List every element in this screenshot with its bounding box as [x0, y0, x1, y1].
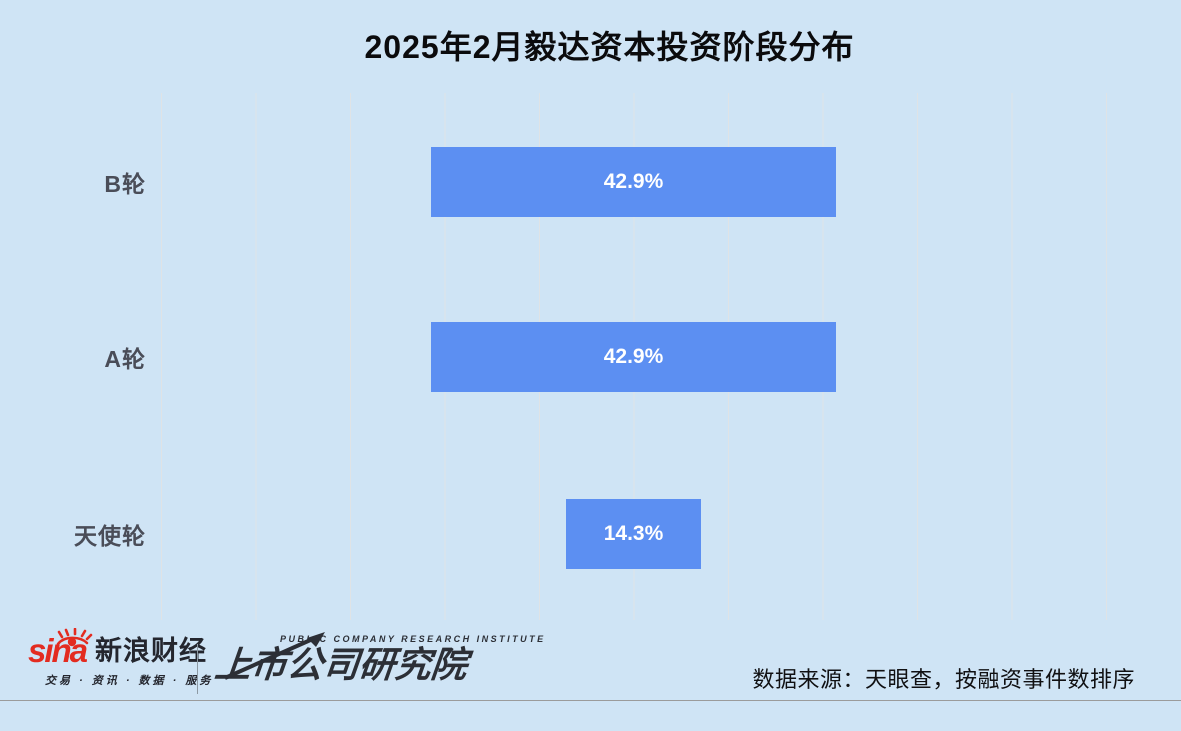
bar: 42.9% — [430, 322, 837, 392]
chart-row: B轮 42.9% — [0, 147, 1181, 217]
bar: 42.9% — [430, 147, 837, 217]
category-label: 天使轮 — [74, 523, 146, 549]
data-source-note: 数据来源：天眼查，按融资事件数排序 — [752, 667, 1135, 692]
footer-divider — [197, 644, 198, 694]
pcri-english-text: PUBLIC COMPANY RESEARCH INSTITUTE — [280, 634, 546, 644]
bar-track: 42.9% — [161, 322, 1106, 392]
sina-eye-icon — [54, 627, 94, 655]
sina-finance-logo: sina 新浪财经 交易 · 资讯 · 数据 · 服务 — [28, 627, 214, 688]
footer-rule — [0, 700, 1181, 701]
bar: 14.3% — [565, 499, 702, 569]
chart-row: 天使轮 14.3% — [0, 499, 1181, 569]
category-label: B轮 — [104, 171, 146, 197]
bar-value-label: 42.9% — [603, 170, 664, 193]
chart-row: A轮 42.9% — [0, 322, 1181, 392]
pcri-logo: PUBLIC COMPANY RESEARCH INSTITUTE 上市公司研究… — [213, 632, 546, 686]
sina-tagline: 交易 · 资讯 · 数据 · 服务 — [45, 675, 214, 687]
pcri-arrow-icon — [217, 628, 337, 685]
sina-brand-text: 新浪财经 — [95, 636, 208, 666]
bar-track: 42.9% — [161, 147, 1106, 217]
category-label: A轮 — [104, 346, 146, 372]
bar-track: 14.3% — [161, 499, 1106, 569]
chart-title: 2025年2月毅达资本投资阶段分布 — [364, 29, 855, 65]
footer: sina 新浪财经 交易 · 资讯 · 数据 · 服务 PUBLIC COMPA… — [0, 627, 1181, 700]
bar-value-label: 14.3% — [603, 522, 664, 545]
bar-value-label: 42.9% — [603, 345, 664, 368]
